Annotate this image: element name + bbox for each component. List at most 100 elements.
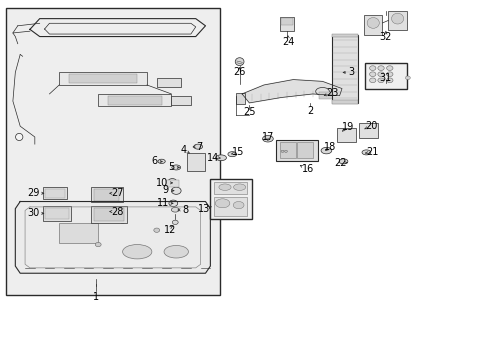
- Text: 13: 13: [198, 204, 210, 214]
- Ellipse shape: [171, 207, 179, 212]
- Text: 28: 28: [111, 207, 123, 217]
- Text: 27: 27: [111, 188, 124, 198]
- Bar: [279, 142, 295, 158]
- Bar: [59, 223, 98, 243]
- Bar: [336, 128, 355, 142]
- Polygon shape: [15, 202, 210, 273]
- Ellipse shape: [369, 66, 375, 71]
- Ellipse shape: [315, 87, 329, 95]
- Ellipse shape: [386, 66, 392, 71]
- Ellipse shape: [369, 78, 375, 83]
- Bar: [45, 208, 69, 219]
- Ellipse shape: [158, 159, 165, 163]
- Text: 7: 7: [196, 141, 203, 152]
- Bar: [214, 182, 247, 194]
- Bar: [59, 72, 147, 85]
- Bar: [69, 74, 137, 83]
- Ellipse shape: [171, 187, 181, 194]
- Bar: [331, 35, 357, 103]
- Text: 1: 1: [93, 292, 99, 302]
- Ellipse shape: [284, 150, 287, 152]
- Text: 29: 29: [28, 188, 40, 198]
- Ellipse shape: [321, 147, 331, 154]
- Bar: [45, 189, 64, 198]
- Bar: [387, 11, 406, 31]
- Text: 20: 20: [365, 121, 377, 131]
- Text: 12: 12: [164, 225, 176, 235]
- Text: 32: 32: [379, 32, 391, 41]
- Ellipse shape: [233, 184, 245, 190]
- Ellipse shape: [391, 13, 403, 24]
- Ellipse shape: [154, 228, 159, 232]
- Text: 23: 23: [325, 88, 338, 98]
- Bar: [43, 206, 71, 221]
- Text: 22: 22: [333, 158, 346, 168]
- Text: 11: 11: [157, 198, 169, 208]
- Ellipse shape: [377, 72, 384, 77]
- Text: 4: 4: [180, 145, 186, 155]
- Ellipse shape: [227, 152, 236, 157]
- Bar: [365, 63, 406, 89]
- Ellipse shape: [369, 72, 375, 77]
- Bar: [279, 17, 294, 31]
- Bar: [210, 179, 251, 219]
- Bar: [214, 197, 247, 216]
- Ellipse shape: [95, 242, 101, 247]
- Text: 2: 2: [306, 106, 313, 116]
- Bar: [108, 96, 161, 105]
- Text: 6: 6: [151, 156, 157, 166]
- Text: 24: 24: [282, 37, 294, 47]
- Ellipse shape: [235, 58, 244, 66]
- Ellipse shape: [386, 72, 392, 77]
- Text: 19: 19: [341, 122, 353, 132]
- Bar: [157, 78, 181, 87]
- Ellipse shape: [168, 200, 177, 207]
- Ellipse shape: [281, 150, 284, 152]
- Bar: [94, 189, 119, 201]
- Bar: [171, 96, 190, 105]
- Text: 9: 9: [162, 185, 168, 195]
- Ellipse shape: [215, 155, 226, 161]
- Ellipse shape: [405, 76, 409, 80]
- Bar: [94, 208, 123, 221]
- Text: 8: 8: [182, 205, 188, 215]
- Ellipse shape: [262, 135, 273, 142]
- Text: 26: 26: [233, 67, 245, 77]
- Text: 31: 31: [379, 73, 391, 83]
- Text: 18: 18: [324, 142, 336, 152]
- Text: 5: 5: [168, 162, 174, 172]
- Ellipse shape: [122, 244, 152, 259]
- Bar: [5, 8, 220, 295]
- Ellipse shape: [172, 220, 178, 225]
- Text: 30: 30: [28, 208, 40, 219]
- Ellipse shape: [377, 66, 384, 71]
- Text: 10: 10: [155, 178, 167, 188]
- Bar: [186, 153, 205, 171]
- Ellipse shape: [361, 150, 370, 155]
- Bar: [331, 34, 357, 37]
- Bar: [281, 18, 292, 25]
- Bar: [297, 142, 313, 158]
- Text: 21: 21: [366, 147, 378, 157]
- Ellipse shape: [219, 184, 231, 190]
- Ellipse shape: [215, 199, 229, 208]
- Text: 15: 15: [231, 147, 244, 157]
- Ellipse shape: [193, 144, 202, 149]
- Ellipse shape: [233, 202, 244, 209]
- Text: 17: 17: [261, 132, 274, 142]
- Ellipse shape: [120, 219, 125, 224]
- Text: 16: 16: [301, 164, 313, 174]
- Ellipse shape: [167, 179, 176, 185]
- Bar: [358, 123, 377, 138]
- Bar: [166, 180, 178, 187]
- Ellipse shape: [338, 159, 347, 164]
- Bar: [91, 187, 122, 202]
- Bar: [276, 140, 317, 161]
- Polygon shape: [242, 80, 341, 103]
- Ellipse shape: [171, 165, 180, 170]
- Ellipse shape: [377, 78, 384, 83]
- Bar: [363, 15, 382, 35]
- Text: 25: 25: [243, 107, 255, 117]
- Text: 3: 3: [348, 67, 354, 77]
- Bar: [91, 206, 127, 223]
